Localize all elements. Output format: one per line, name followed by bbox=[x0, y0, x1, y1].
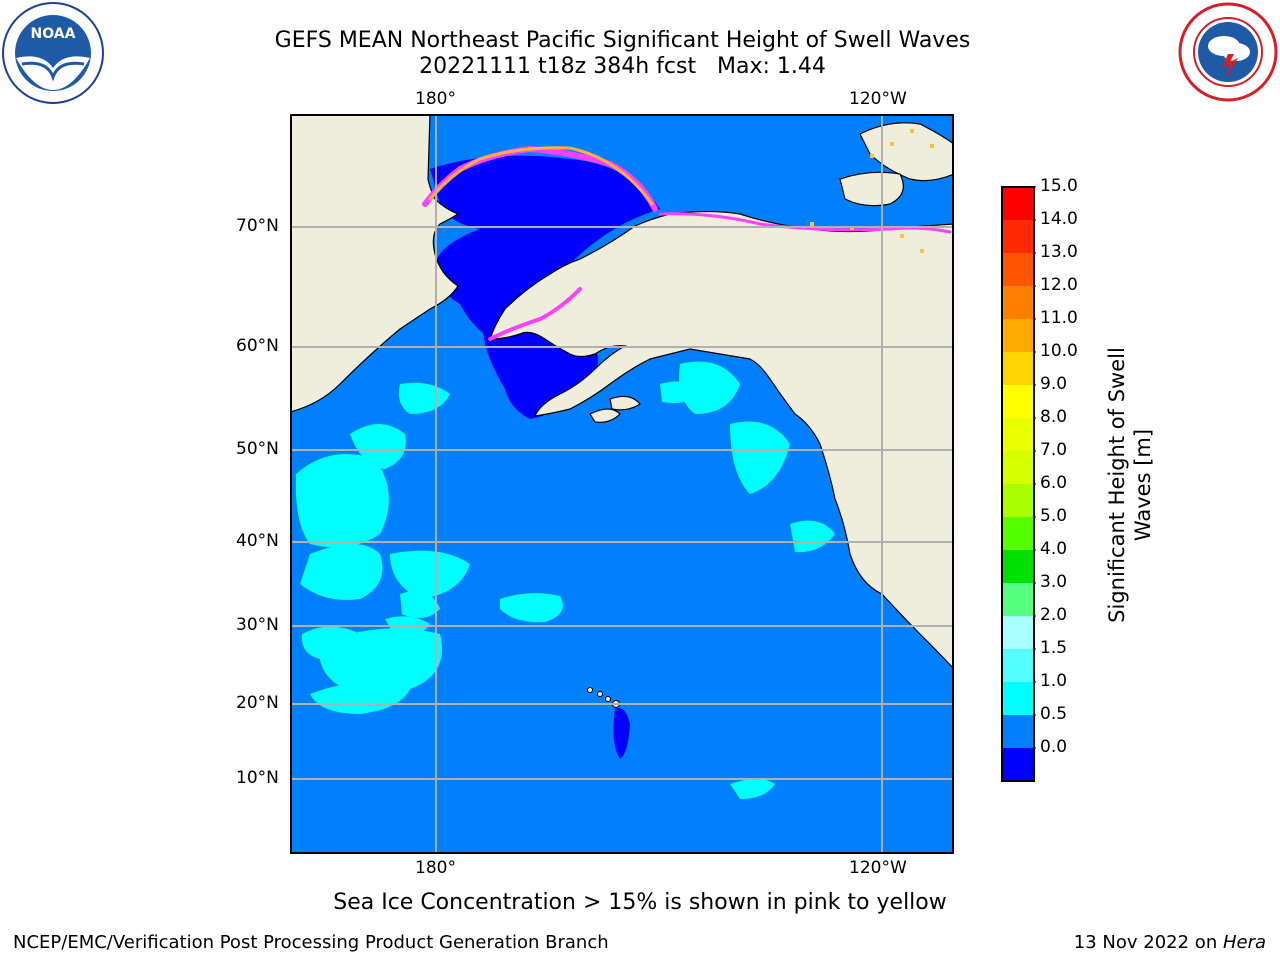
lat-tick-40n: 40°N bbox=[236, 531, 279, 551]
lon-tick-bottom-180: 180° bbox=[415, 858, 456, 878]
chart-title: GEFS MEAN Northeast Pacific Significant … bbox=[274, 28, 971, 53]
colorbar bbox=[1001, 186, 1036, 782]
footer-right: 13 Nov 2022 on Hera bbox=[1074, 932, 1266, 953]
chart-subtitle: 20221111 t18z 384h fcst Max: 1.44 bbox=[419, 54, 826, 79]
footer-host: Hera bbox=[1222, 932, 1266, 953]
colorbar-tick-label: 1.5 bbox=[1040, 638, 1068, 658]
colorbar-swatch bbox=[1002, 748, 1034, 782]
colorbar-tick-label: 11.0 bbox=[1040, 308, 1078, 328]
colorbar-swatch bbox=[1002, 451, 1034, 485]
colorbar-swatch bbox=[1002, 220, 1034, 254]
swell-patches bbox=[295, 361, 835, 799]
lat-tick-10n: 10°N bbox=[236, 768, 279, 788]
colorbar-tick-label: 4.0 bbox=[1040, 539, 1068, 559]
colorbar-swatch bbox=[1002, 649, 1034, 683]
lat-tick-60n: 60°N bbox=[236, 336, 279, 356]
colorbar-title-line2: Waves [m] bbox=[1131, 428, 1155, 542]
colorbar-tick-label: 7.0 bbox=[1040, 440, 1068, 460]
colorbar-swatch bbox=[1002, 385, 1034, 419]
colorbar-swatch bbox=[1002, 583, 1034, 617]
colorbar-swatch bbox=[1002, 187, 1034, 221]
colorbar-tick-label: 2.0 bbox=[1040, 605, 1068, 625]
lat-tick-20n: 20°N bbox=[236, 693, 279, 713]
graticule bbox=[290, 114, 954, 854]
colorbar-title-line1: Significant Height of Swell bbox=[1105, 347, 1129, 623]
colorbar-tick-label: 6.0 bbox=[1040, 473, 1068, 493]
lon-tick-top-120w: 120°W bbox=[849, 89, 907, 109]
noaa-logo-icon: NOAA bbox=[2, 2, 104, 104]
colorbar-tick-label: 0.0 bbox=[1040, 737, 1068, 757]
colorbar-swatch bbox=[1002, 682, 1034, 716]
land bbox=[290, 114, 954, 670]
colorbar-swatch bbox=[1002, 286, 1034, 320]
colorbar-swatch bbox=[1002, 352, 1034, 386]
noaa-text: NOAA bbox=[31, 26, 76, 42]
colorbar-swatch bbox=[1002, 253, 1034, 287]
lon-tick-top-180: 180° bbox=[415, 89, 456, 109]
swell-height-map bbox=[290, 114, 954, 854]
map-frame bbox=[290, 114, 954, 854]
lat-tick-30n: 30°N bbox=[236, 615, 279, 635]
colorbar-tick-label: 13.0 bbox=[1040, 242, 1078, 262]
colorbar-swatch bbox=[1002, 616, 1034, 650]
footer-left: NCEP/EMC/Verification Post Processing Pr… bbox=[13, 932, 609, 953]
colorbar-tick-label: 5.0 bbox=[1040, 506, 1068, 526]
colorbar-tick-label: 14.0 bbox=[1040, 209, 1078, 229]
colorbar-title: Significant Height of Swell Waves [m] bbox=[1104, 325, 1156, 645]
colorbar-swatch bbox=[1002, 418, 1034, 452]
colorbar-swatch bbox=[1002, 517, 1034, 551]
nws-logo-icon bbox=[1178, 2, 1278, 102]
colorbar-swatch bbox=[1002, 484, 1034, 518]
lat-tick-50n: 50°N bbox=[236, 439, 279, 459]
colorbar-swatch bbox=[1002, 715, 1034, 749]
colorbar-swatch bbox=[1002, 319, 1034, 353]
sea-ice-caption: Sea Ice Concentration > 15% is shown in … bbox=[333, 890, 947, 915]
sea-ice-edge bbox=[422, 145, 952, 341]
colorbar-tick-label: 15.0 bbox=[1040, 176, 1078, 196]
colorbar-tick-label: 0.5 bbox=[1040, 704, 1068, 724]
lon-tick-bottom-120w: 120°W bbox=[849, 858, 907, 878]
colorbar-tick-label: 8.0 bbox=[1040, 407, 1068, 427]
footer-date: 13 Nov 2022 on bbox=[1073, 932, 1223, 953]
colorbar-tick-label: 3.0 bbox=[1040, 572, 1068, 592]
colorbar-tick-label: 1.0 bbox=[1040, 671, 1068, 691]
lat-tick-70n: 70°N bbox=[236, 216, 279, 236]
colorbar-tick-label: 10.0 bbox=[1040, 341, 1078, 361]
colorbar-swatch bbox=[1002, 550, 1034, 584]
colorbar-tick-label: 9.0 bbox=[1040, 374, 1068, 394]
colorbar-tick-label: 12.0 bbox=[1040, 275, 1078, 295]
